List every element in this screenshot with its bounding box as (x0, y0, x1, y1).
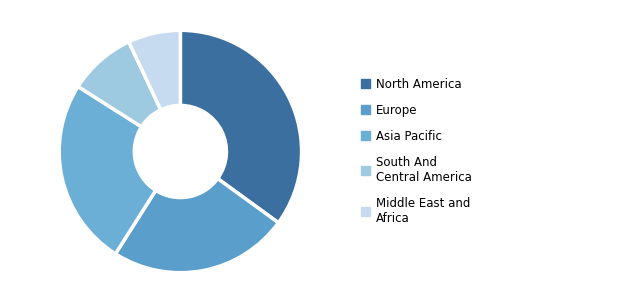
Wedge shape (180, 30, 302, 223)
Legend: North America, Europe, Asia Pacific, South And
Central America, Middle East and
: North America, Europe, Asia Pacific, Sou… (361, 78, 472, 225)
Wedge shape (129, 30, 180, 110)
Wedge shape (78, 42, 160, 127)
Wedge shape (59, 87, 156, 254)
Wedge shape (116, 178, 279, 273)
